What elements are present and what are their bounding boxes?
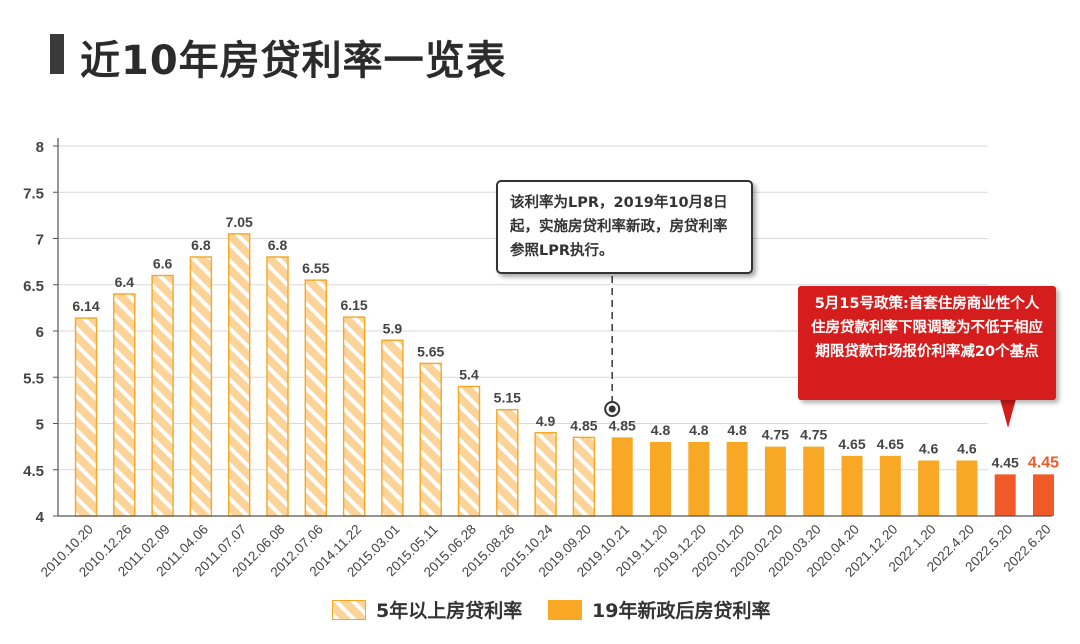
y-tick-label: 4 [36,509,45,526]
bar-value-label: 6.14 [72,298,99,314]
bar-value-label: 4.6 [957,441,977,457]
y-tick-label: 6 [36,324,44,341]
bar-value-label: 4.65 [877,436,904,452]
bar-value-label: 6.15 [340,297,367,313]
lpr-pointer-dot [608,405,616,413]
legend-label-solid: 19年新政后房贷利率 [592,600,771,622]
bar-value-label: 4.75 [762,427,789,443]
bar [227,233,251,517]
bar-value-label: 7.05 [226,214,253,230]
bar [650,442,671,516]
y-tick-label: 6.5 [23,278,44,295]
bar [151,274,174,517]
bar [266,256,289,517]
bar-value-label: 4.8 [689,422,709,438]
bar-value-label: 4.8 [727,422,747,438]
legend-label-hatched: 5年以上房贷利率 [376,600,523,622]
y-tick-label: 7.5 [23,185,44,202]
legend-swatch-hatched [332,599,366,620]
bar [419,362,442,517]
bar [994,474,1016,516]
policy-pointer [1000,399,1016,428]
bar [342,316,366,517]
legend-swatch-solid [548,599,582,620]
bar-value-label: 6.4 [115,274,135,290]
legend-item-hatched: 5年以上房贷利率 [332,596,522,623]
policy-callout: 5月15号政策:首套住房商业性个人住房贷款利率下限调整为不低于相应期限贷款市场报… [798,286,1056,400]
bar [189,256,213,517]
bar-value-label: 4.45 [1028,454,1059,471]
bar-value-label: 5.15 [494,390,521,406]
bar [803,446,825,516]
chart-legend: 5年以上房贷利率 19年新政后房贷利率 [0,596,1080,624]
title-accent-bar [50,34,64,74]
bar [534,432,557,517]
y-tick-label: 8 [36,139,44,156]
bar-value-label: 4.65 [838,436,865,452]
bar-value-label: 5.65 [417,343,444,359]
bar-value-label: 6.55 [302,260,329,276]
bar [304,279,327,517]
bar [113,293,136,517]
bar-value-label: 4.45 [992,454,1019,470]
bar [726,442,748,516]
bar [688,442,710,516]
bar [381,339,404,517]
bar-value-label: 6.8 [191,237,211,253]
bar [879,455,901,516]
bar-value-label: 4.85 [570,417,597,433]
lpr-callout: 该利率为LPR，2019年10月8日起，实施房贷利率新政，房贷利率参照LPR执行… [496,180,753,274]
bar [611,437,633,516]
bar [496,408,519,517]
bar-value-label: 6.6 [153,256,173,272]
bar [572,436,596,517]
bar [1033,474,1054,516]
bar [918,460,940,516]
bar-value-label: 4.75 [800,427,827,443]
bar [956,460,978,516]
bar-value-label: 5.9 [383,320,403,336]
y-tick-label: 5.5 [23,370,44,387]
page-title: 近10年房贷利率一览表 [80,38,507,84]
bar [764,446,786,516]
bar-value-label: 4.85 [609,417,636,433]
bar-value-label: 4.6 [919,441,939,457]
legend-item-solid: 19年新政后房贷利率 [548,596,770,623]
bar [841,455,863,516]
bar-value-label: 6.8 [268,237,288,253]
bar-value-label: 4.9 [536,413,556,429]
bar-value-label: 5.4 [459,367,479,383]
y-tick-label: 7 [36,232,44,249]
y-tick-label: 5 [36,417,44,434]
bar [457,385,481,517]
bar [74,317,98,517]
y-tick-label: 4.5 [23,463,44,480]
bar-value-label: 4.8 [651,422,671,438]
